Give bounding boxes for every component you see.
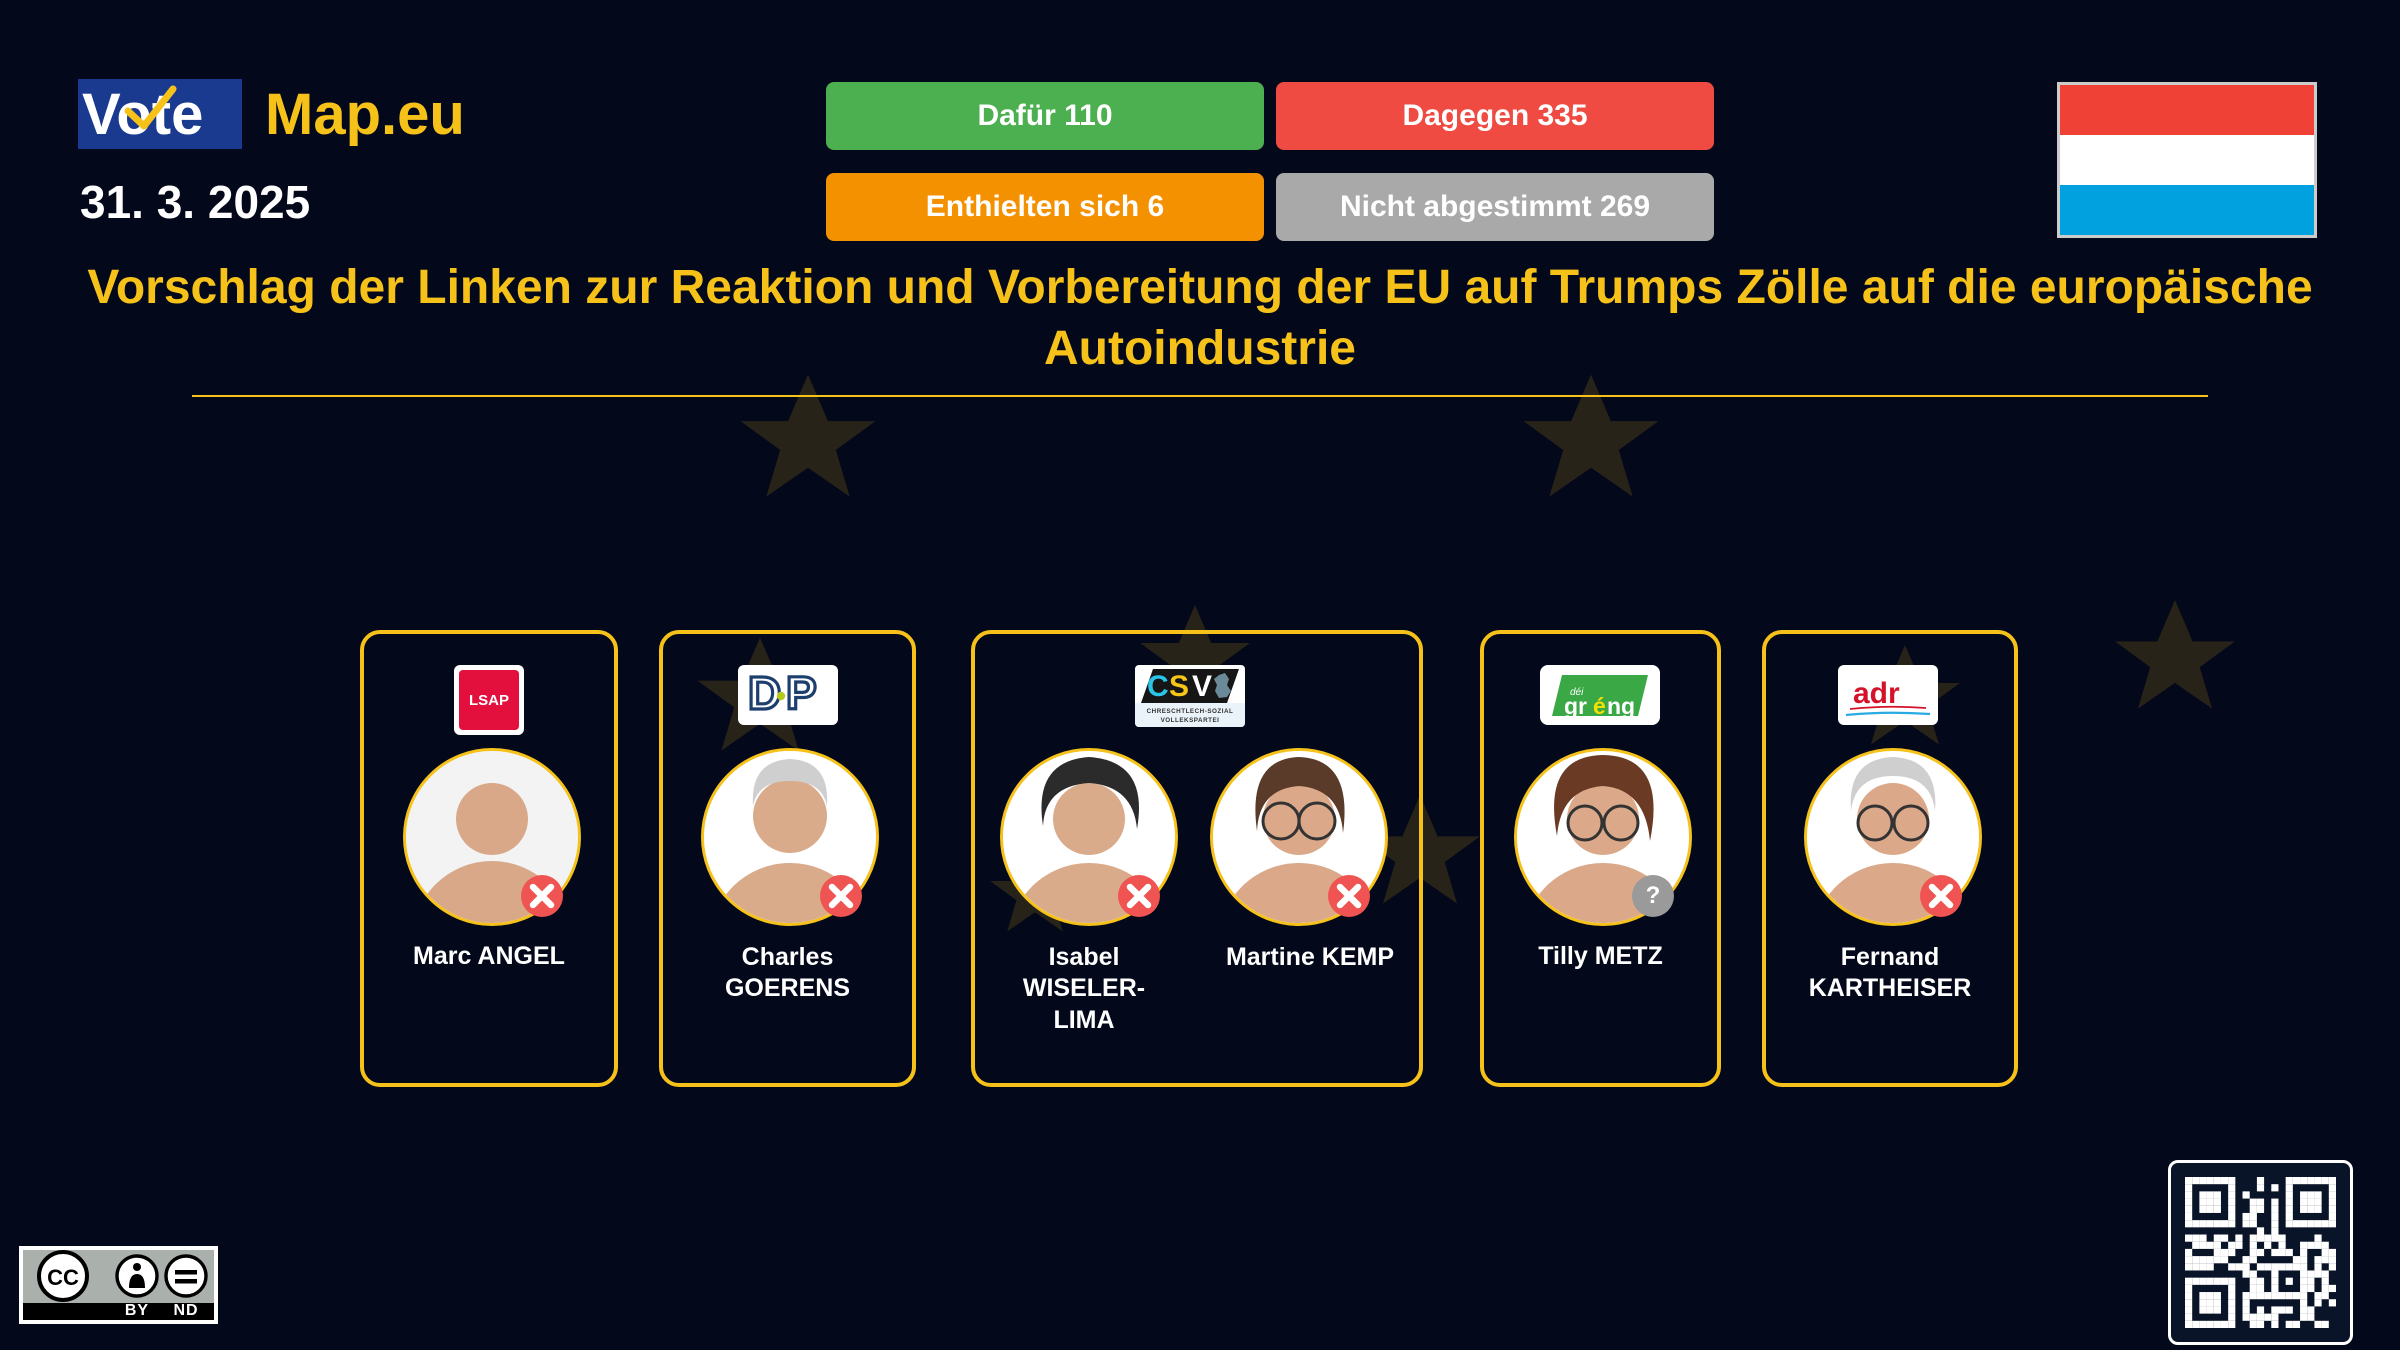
svg-text:CC: CC <box>47 1265 79 1290</box>
svg-text:adr: adr <box>1853 677 1900 710</box>
svg-text:gr: gr <box>1564 693 1587 719</box>
svg-text:é: é <box>1593 693 1606 719</box>
svg-text:VOLLEKSPARTEI: VOLLEKSPARTEI <box>1161 717 1220 724</box>
svg-text:V: V <box>1192 670 1212 703</box>
svg-text:BY: BY <box>125 1302 149 1319</box>
svg-text:P: P <box>786 672 817 718</box>
svg-text:CHRESCHTLECH-SOZIAL: CHRESCHTLECH-SOZIAL <box>1147 708 1234 715</box>
svg-text:D: D <box>748 672 781 718</box>
svg-text:S: S <box>1169 670 1189 703</box>
svg-text:Map.eu: Map.eu <box>265 82 465 147</box>
svg-text:Vote: Vote <box>82 82 203 147</box>
svg-text:ng: ng <box>1607 693 1635 719</box>
svg-text:ND: ND <box>173 1302 198 1319</box>
svg-text:C: C <box>1147 670 1169 703</box>
